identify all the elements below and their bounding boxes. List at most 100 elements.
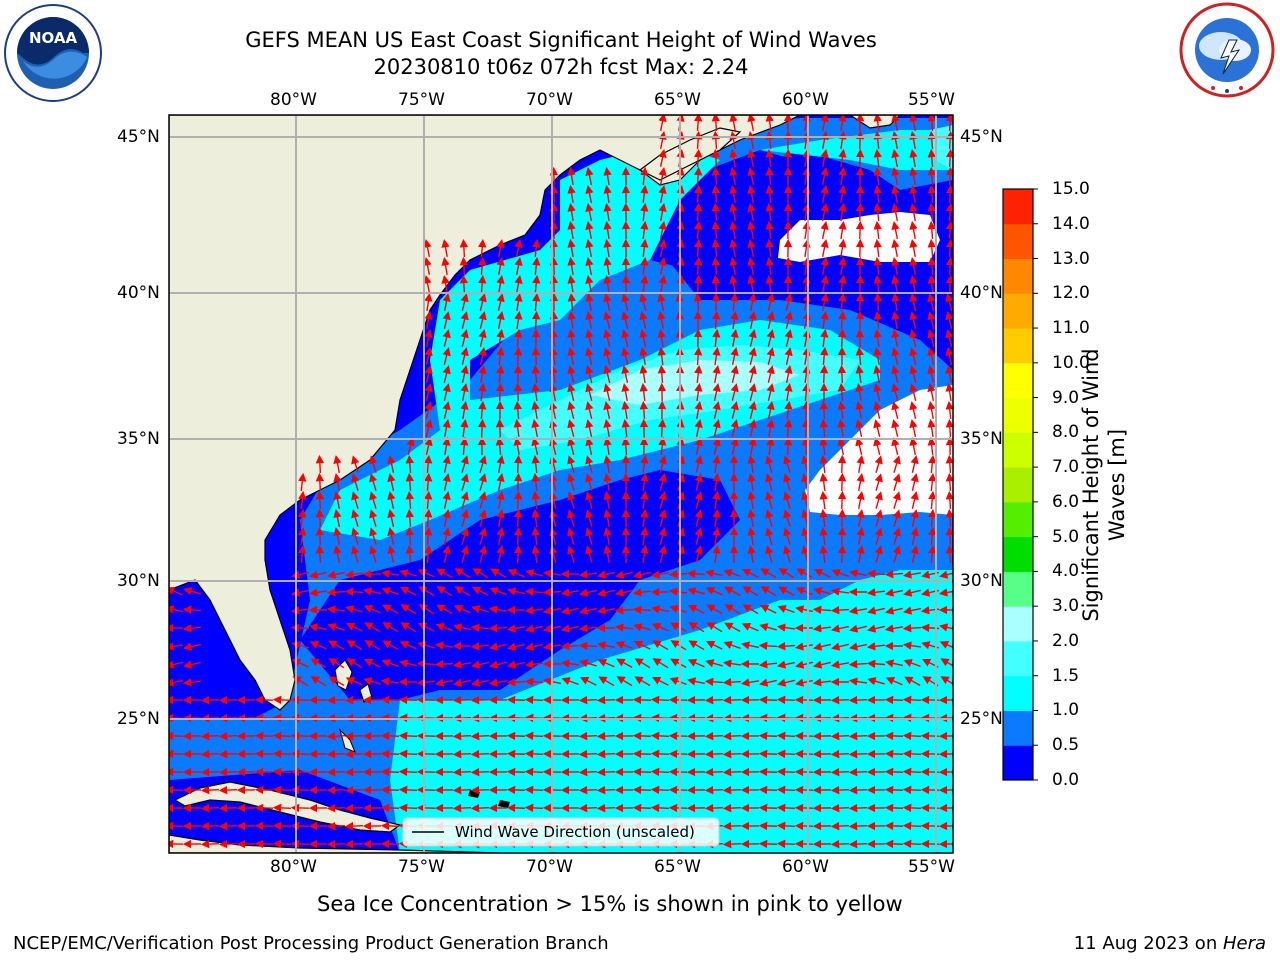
lat-label-right: 35°N — [960, 429, 1003, 449]
wave-direction-arrow — [639, 400, 648, 420]
wave-direction-arrow — [758, 749, 778, 759]
wave-direction-arrow — [837, 364, 847, 384]
wave-direction-arrow — [722, 695, 742, 705]
wave-direction-arrow — [650, 767, 670, 777]
wave-direction-arrow — [658, 527, 667, 545]
wave-direction-arrow — [452, 695, 472, 705]
wave-direction-arrow — [460, 473, 469, 491]
wave-direction-arrow — [891, 185, 900, 204]
wave-direction-arrow — [848, 606, 868, 615]
wave-direction-arrow — [794, 642, 814, 651]
wave-direction-arrow — [640, 238, 649, 258]
wave-direction-arrow — [460, 400, 469, 420]
wave-direction-arrow — [460, 293, 469, 311]
wave-direction-arrow — [885, 606, 903, 615]
wave-direction-arrow — [891, 329, 900, 348]
wave-direction-arrow — [766, 436, 775, 456]
wave-direction-arrow — [873, 328, 882, 348]
wave-direction-arrow — [729, 148, 738, 168]
wave-direction-arrow — [387, 455, 396, 473]
wave-direction-arrow — [291, 641, 309, 650]
wave-direction-arrow — [632, 605, 652, 615]
wave-direction-arrow — [387, 473, 396, 491]
wave-direction-arrow — [910, 491, 919, 509]
wave-direction-arrow — [891, 401, 900, 419]
wave-direction-arrow — [723, 641, 741, 650]
lon-label-bottom: 70°W — [526, 857, 573, 877]
wave-direction-arrow — [657, 328, 666, 348]
wave-direction-arrow — [327, 570, 345, 579]
wave-direction-arrow — [766, 311, 775, 329]
wave-direction-arrow — [200, 821, 220, 831]
wave-direction-arrow — [910, 455, 919, 473]
wave-direction-arrow — [452, 767, 472, 777]
lon-label-bottom: 75°W — [398, 857, 445, 877]
wave-direction-arrow — [891, 347, 900, 365]
wave-direction-arrow — [597, 641, 615, 650]
wave-direction-arrow — [688, 622, 705, 633]
wave-direction-arrow — [910, 527, 919, 545]
wave-direction-arrow — [909, 115, 918, 132]
wave-direction-arrow — [873, 274, 882, 294]
wave-direction-arrow — [704, 785, 724, 795]
wave-direction-arrow — [831, 569, 849, 578]
wave-direction-arrow — [542, 587, 562, 597]
wave-direction-arrow — [424, 419, 433, 437]
wave-direction-arrow — [766, 418, 775, 438]
wave-direction-arrow — [452, 660, 472, 669]
wave-direction-arrow — [513, 508, 523, 528]
wave-direction-arrow — [351, 509, 360, 527]
footer-producer: NCEP/EMC/Verification Post Processing Pr… — [13, 933, 609, 954]
wave-direction-arrow — [873, 310, 882, 330]
wave-direction-arrow — [326, 695, 346, 705]
wave-direction-arrow — [694, 509, 703, 527]
wave-direction-arrow — [820, 149, 829, 167]
wave-direction-arrow — [819, 508, 828, 528]
wave-direction-arrow — [855, 401, 864, 420]
wave-direction-arrow — [478, 509, 487, 527]
wave-direction-arrow — [658, 257, 667, 276]
wave-direction-arrow — [687, 587, 705, 596]
wave-direction-arrow — [819, 400, 829, 420]
wave-direction-arrow — [513, 472, 523, 492]
wave-direction-arrow — [489, 642, 507, 651]
wave-direction-arrow — [424, 454, 433, 474]
wave-direction-arrow — [328, 676, 345, 686]
wave-direction-arrow — [183, 587, 201, 596]
wave-direction-arrow — [902, 749, 922, 759]
colorbar-tick-label: 2.0 — [1052, 630, 1080, 651]
wave-direction-arrow — [830, 767, 850, 777]
wave-direction-arrow — [640, 184, 649, 204]
wave-direction-arrow — [460, 329, 469, 347]
wave-direction-arrow — [873, 292, 883, 312]
wave-direction-arrow — [657, 310, 666, 330]
wave-direction-arrow — [442, 293, 451, 311]
wave-direction-arrow — [369, 527, 378, 545]
wave-direction-arrow — [344, 839, 364, 849]
wave-direction-arrow — [549, 310, 559, 330]
wave-direction-arrow — [927, 400, 936, 420]
wave-direction-arrow — [650, 803, 670, 813]
wave-direction-arrow — [686, 569, 706, 579]
wave-direction-arrow — [603, 329, 612, 347]
wave-direction-arrow — [784, 347, 793, 365]
wave-direction-arrow — [765, 455, 774, 473]
lon-label-top: 65°W — [654, 90, 701, 110]
wave-direction-arrow — [909, 148, 918, 168]
wave-direction-arrow — [892, 473, 901, 491]
wave-direction-arrow — [532, 274, 541, 294]
wave-direction-arrow — [460, 311, 469, 329]
wave-direction-arrow — [945, 166, 953, 186]
wave-direction-arrow — [315, 472, 325, 492]
wave-direction-arrow — [478, 347, 487, 366]
wave-direction-arrow — [748, 401, 757, 419]
wave-direction-arrow — [351, 527, 360, 545]
wave-direction-arrow — [795, 605, 813, 614]
wave-direction-arrow — [363, 658, 381, 668]
lat-label-left: 40°N — [117, 283, 160, 303]
wave-direction-arrow — [549, 346, 558, 366]
wave-direction-arrow — [344, 767, 364, 777]
wave-direction-arrow — [694, 166, 703, 186]
wave-direction-arrow — [940, 658, 953, 667]
wave-direction-arrow — [507, 642, 525, 651]
